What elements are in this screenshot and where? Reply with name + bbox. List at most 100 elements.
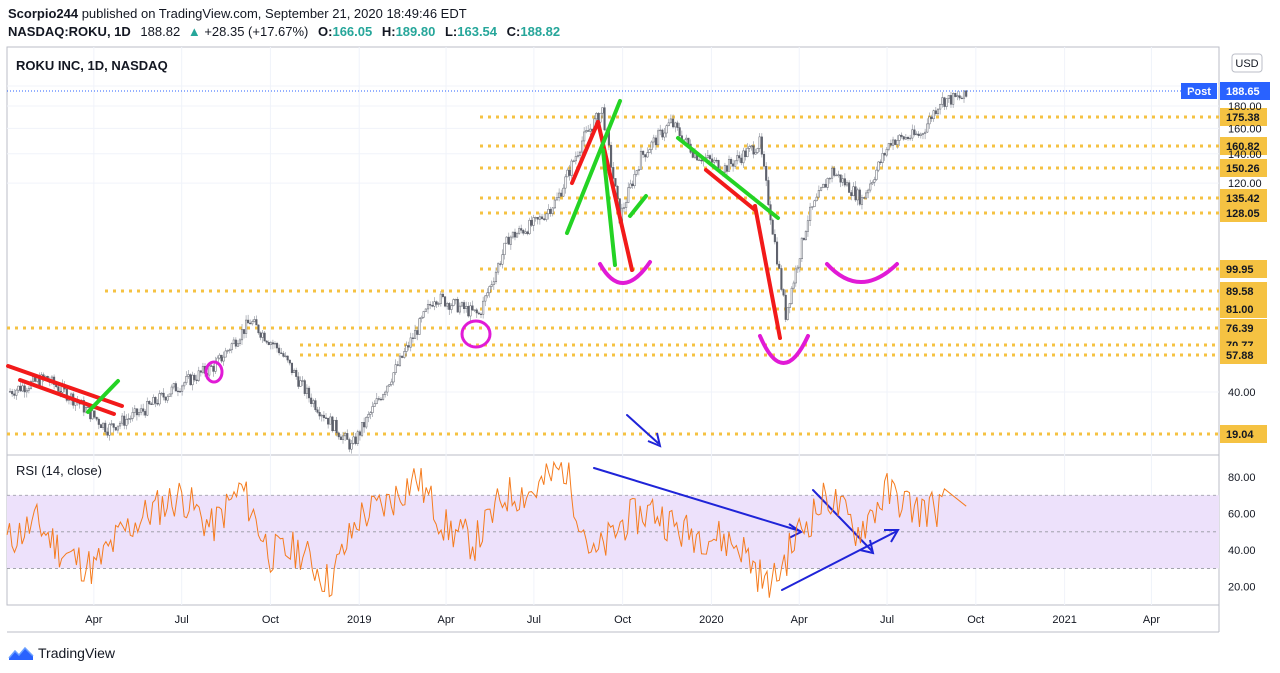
candle-body: [230, 343, 233, 351]
candle-body: [913, 129, 916, 135]
candle-body: [648, 149, 651, 153]
candle-body: [830, 167, 834, 179]
candle-body: [835, 174, 838, 177]
candle-body: [261, 332, 264, 338]
level-label-bg: [1220, 282, 1267, 300]
level-label: 160.82: [1226, 141, 1260, 153]
candle-body: [178, 390, 182, 393]
candle-body: [140, 408, 143, 413]
red-trendline: [753, 204, 782, 340]
candle-body: [843, 178, 846, 186]
post-label: Post: [1187, 86, 1211, 98]
candle-body: [725, 165, 729, 172]
price-tick-label: 40.00: [1228, 387, 1256, 399]
candle-body: [384, 391, 387, 395]
candle-body: [650, 141, 653, 150]
candle-body: [125, 419, 128, 426]
candle-body: [257, 324, 260, 334]
footer-brand[interactable]: TradingView: [38, 645, 116, 661]
candle-body: [267, 342, 270, 345]
publisher-name[interactable]: Scorpio244: [8, 6, 79, 21]
candle-body: [293, 369, 296, 373]
candle-body: [578, 151, 582, 156]
level-label: 175.38: [1226, 112, 1260, 124]
red-trendline: [18, 378, 116, 416]
candle-body: [314, 400, 317, 411]
candle-body: [758, 136, 761, 149]
candle-body: [566, 169, 569, 178]
time-tick-label: Oct: [967, 614, 984, 626]
candle-body: [708, 155, 712, 160]
candle-body: [528, 219, 531, 235]
close-label: C:: [506, 24, 521, 39]
candle-body: [331, 416, 334, 432]
candle-body: [84, 407, 88, 413]
candle-body: [934, 110, 937, 115]
candle-body: [456, 298, 459, 313]
candle-body: [782, 289, 785, 296]
candle-body: [932, 110, 935, 120]
candle-body: [879, 161, 882, 163]
candle-body: [23, 385, 26, 393]
open-label: O:: [318, 24, 333, 39]
candle-body: [290, 362, 293, 373]
candle-body: [118, 422, 122, 427]
candle-body: [867, 189, 870, 194]
candle-body: [503, 242, 506, 255]
candle-body: [411, 337, 414, 339]
level-label-bg: [1220, 300, 1267, 318]
candle-body: [416, 330, 419, 335]
candle-body: [875, 169, 878, 180]
candle-body: [394, 364, 397, 373]
candle-body: [104, 422, 107, 433]
candle-body: [748, 146, 751, 149]
candle-body: [824, 183, 827, 188]
candle-body: [775, 241, 779, 265]
candle-body: [572, 160, 575, 162]
post-price-value: 188.65: [1226, 86, 1260, 98]
candle-body: [348, 439, 351, 450]
candle-body: [303, 380, 306, 394]
candle-body: [245, 319, 248, 334]
candle-body: [845, 182, 849, 186]
candle-body: [271, 342, 274, 345]
candle-body: [587, 130, 590, 132]
candle-body: [369, 412, 372, 415]
candle-body: [386, 385, 389, 393]
rsi-tick-label: 20.00: [1228, 582, 1256, 594]
candle-body: [538, 216, 541, 220]
candle-body: [711, 158, 714, 163]
candle-body: [960, 97, 963, 100]
candle-body: [181, 385, 184, 392]
candle-body: [505, 236, 508, 244]
candle-body: [363, 422, 366, 428]
candle-body: [954, 93, 957, 97]
rsi-band: [7, 494, 1219, 569]
candle-body: [354, 436, 357, 444]
currency-badge[interactable]: [1231, 53, 1263, 73]
high-label: H:: [381, 24, 396, 39]
candle-body: [526, 231, 529, 235]
candle-body: [833, 167, 836, 176]
candle-body: [509, 236, 512, 245]
candle-body: [226, 350, 229, 352]
candle-body: [685, 137, 688, 141]
rsi-title: RSI (14, close): [16, 463, 102, 478]
candle-body: [426, 304, 430, 310]
candle-body: [390, 381, 393, 385]
candle-body: [269, 342, 272, 345]
candle-body: [601, 107, 604, 114]
candle-body: [482, 300, 485, 315]
green-trendline: [676, 136, 780, 220]
candle-body: [928, 116, 931, 125]
candle-body: [463, 302, 466, 309]
candle-body: [373, 403, 376, 407]
candle-body: [654, 137, 657, 146]
level-label-bg: [1220, 137, 1267, 155]
rsi-tick-label: 40.00: [1228, 545, 1256, 557]
candle-body: [150, 403, 153, 405]
level-label-bg: [1220, 425, 1267, 443]
candle-body: [750, 145, 753, 147]
candle-body: [356, 431, 359, 444]
candle-body: [414, 330, 417, 339]
